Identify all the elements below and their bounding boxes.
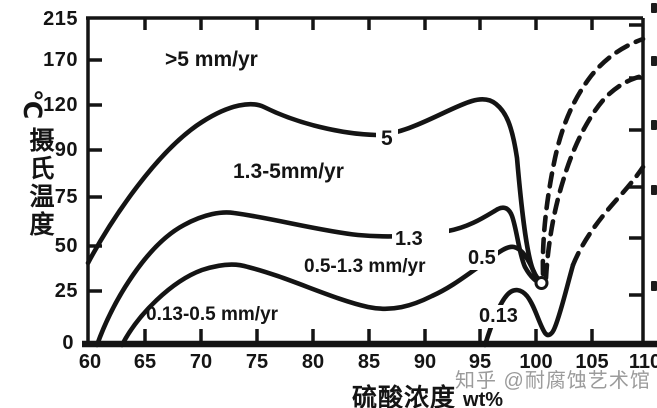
y-tick-50: 50 [54, 235, 78, 257]
dashed-boundary-lower [543, 73, 646, 281]
y-tick-0: 0 [62, 332, 74, 354]
x-tick-110: 110 [628, 351, 657, 373]
curve-0.13mm-dashed-extension [570, 164, 646, 268]
x-tick-80: 80 [301, 351, 325, 373]
x-tick-85: 85 [357, 351, 381, 373]
x-axis-title-unit: wt% [463, 389, 504, 408]
y-tick-25: 25 [54, 280, 78, 302]
y-axis-title: 摄氏温度 [26, 127, 54, 239]
curve-0.5mm-per-yr [119, 244, 545, 348]
x-tick-105: 105 [575, 351, 609, 373]
x-tick-90: 90 [413, 351, 437, 373]
region-label-0.5-1.3: 0.5-1.3 mm/yr [304, 256, 426, 277]
region-label-0.13-0.5: 0.13-0.5 mm/yr [146, 304, 279, 325]
dashed-boundary-upper [540, 36, 646, 277]
cropped-label-fragment [651, 3, 657, 13]
y-tick-215: 215 [43, 8, 78, 30]
curve-label-1.3: 1.3 [392, 228, 449, 251]
zhihu-watermark: 知乎 @耐腐蚀艺术馆 [455, 370, 651, 392]
y-tick-75: 75 [54, 186, 78, 208]
x-tick-75: 75 [245, 351, 269, 373]
region-label-gt5: >5 mm/yr [165, 48, 258, 71]
cropped-label-fragment [651, 120, 657, 130]
cropped-label-fragment [651, 185, 657, 195]
curve-0.13mm-per-yr [482, 262, 576, 348]
x-tick-100: 100 [519, 351, 553, 373]
x-axis-ticks [143, 329, 594, 344]
x-axis-title: 硫酸浓度 wt% [352, 378, 503, 408]
curve-label-0.5: 0.5 [466, 247, 498, 270]
cropped-label-fragment [651, 56, 657, 66]
top-axis-ticks [143, 18, 594, 30]
curve-5mm-per-yr [85, 97, 545, 285]
y-tick-170: 170 [43, 49, 78, 71]
y-tick-120: 120 [43, 94, 78, 116]
x-tick-70: 70 [189, 351, 213, 373]
x-tick-60: 60 [78, 351, 102, 373]
y-tick-90: 90 [54, 139, 78, 161]
right-axis-ticks [629, 23, 643, 297]
cropped-label-fragment [651, 281, 657, 291]
x-axis-title-text: 硫酸浓度 [352, 384, 457, 408]
x-tick-95: 95 [468, 351, 492, 373]
curve-label-0.13: 0.13 [477, 305, 520, 328]
x-tick-65: 65 [133, 351, 157, 373]
convergence-open-circle-marker [534, 276, 549, 290]
curve-label-5: 5 [376, 127, 398, 151]
region-label-1.3-5: 1.3-5mm/yr [233, 160, 344, 183]
